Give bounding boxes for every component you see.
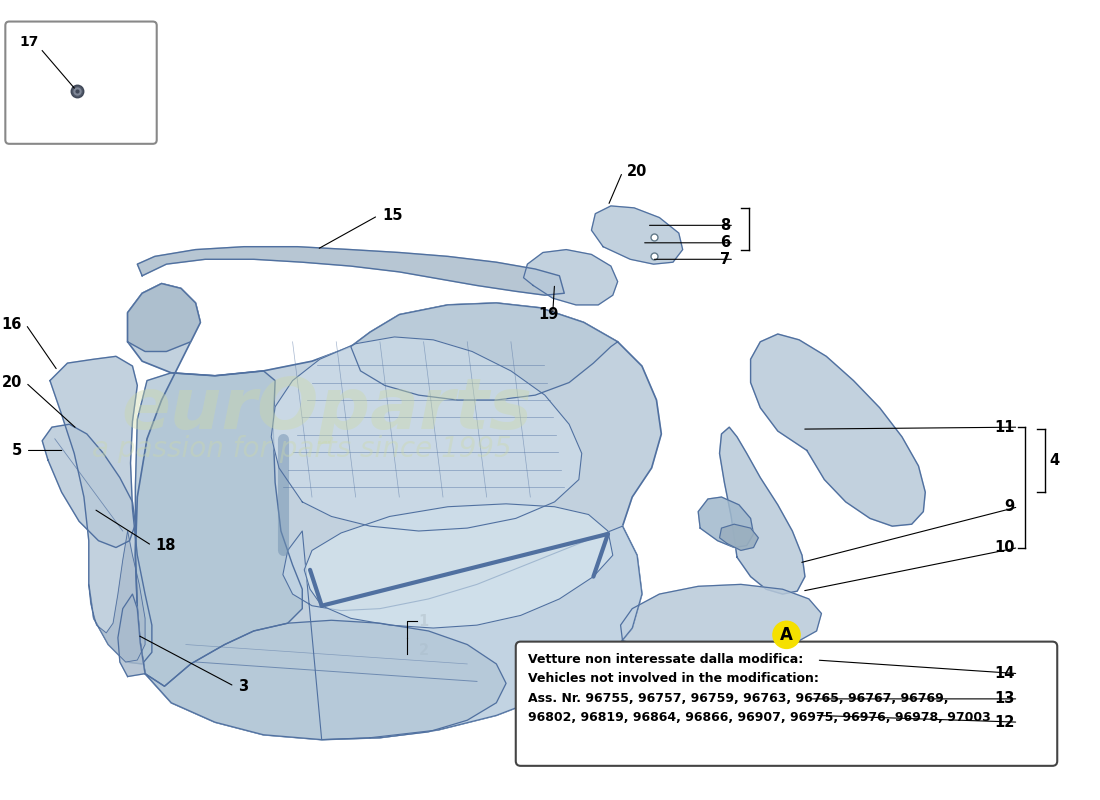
Text: 20: 20: [1, 375, 22, 390]
Polygon shape: [659, 642, 832, 674]
Text: 6: 6: [720, 235, 730, 250]
Text: 2: 2: [419, 643, 429, 658]
Text: Vetture non interessate dalla modifica:: Vetture non interessate dalla modifica:: [528, 653, 804, 666]
Text: 19: 19: [539, 307, 559, 322]
Text: 16: 16: [1, 317, 22, 332]
Text: 8: 8: [720, 218, 730, 233]
Text: 20: 20: [626, 165, 647, 179]
Polygon shape: [698, 497, 754, 547]
Polygon shape: [50, 356, 152, 664]
Polygon shape: [620, 660, 846, 742]
Text: 1: 1: [419, 614, 429, 629]
Text: 10: 10: [994, 540, 1014, 555]
Polygon shape: [89, 531, 145, 662]
Polygon shape: [272, 337, 582, 531]
Polygon shape: [42, 424, 135, 547]
Polygon shape: [524, 250, 618, 305]
Polygon shape: [138, 246, 564, 295]
FancyBboxPatch shape: [516, 642, 1057, 766]
Text: 14: 14: [994, 666, 1014, 681]
Polygon shape: [135, 371, 302, 686]
Text: eurOparts: eurOparts: [121, 375, 532, 444]
Polygon shape: [128, 283, 661, 740]
Text: 11: 11: [994, 420, 1014, 434]
Text: 96802, 96819, 96864, 96866, 96907, 96975, 96976, 96978, 97003: 96802, 96819, 96864, 96866, 96907, 96975…: [528, 711, 991, 724]
Polygon shape: [719, 427, 805, 594]
Text: 7: 7: [720, 252, 730, 266]
Polygon shape: [118, 594, 145, 677]
Text: A: A: [780, 626, 793, 644]
Text: Ass. Nr. 96755, 96757, 96759, 96763, 96765, 96767, 96769,: Ass. Nr. 96755, 96757, 96759, 96763, 967…: [528, 692, 949, 705]
Polygon shape: [750, 334, 925, 526]
Polygon shape: [592, 206, 683, 264]
Text: 3: 3: [239, 678, 249, 694]
Polygon shape: [128, 283, 200, 351]
Text: 4: 4: [1049, 453, 1059, 468]
Text: 5: 5: [12, 443, 22, 458]
Polygon shape: [719, 524, 758, 550]
Polygon shape: [305, 504, 613, 628]
Polygon shape: [620, 584, 822, 654]
Polygon shape: [145, 620, 506, 740]
Text: 17: 17: [19, 34, 38, 49]
Polygon shape: [351, 303, 618, 400]
Text: Vehicles not involved in the modification:: Vehicles not involved in the modificatio…: [528, 672, 820, 686]
Text: 9: 9: [1004, 499, 1014, 514]
Text: 13: 13: [994, 691, 1014, 706]
Text: 15: 15: [382, 208, 403, 223]
Text: a passion for parts since 1995: a passion for parts since 1995: [92, 434, 513, 462]
Text: 18: 18: [156, 538, 176, 553]
Polygon shape: [283, 526, 642, 740]
FancyBboxPatch shape: [6, 22, 156, 144]
Text: 12: 12: [994, 714, 1014, 730]
Circle shape: [773, 622, 800, 649]
